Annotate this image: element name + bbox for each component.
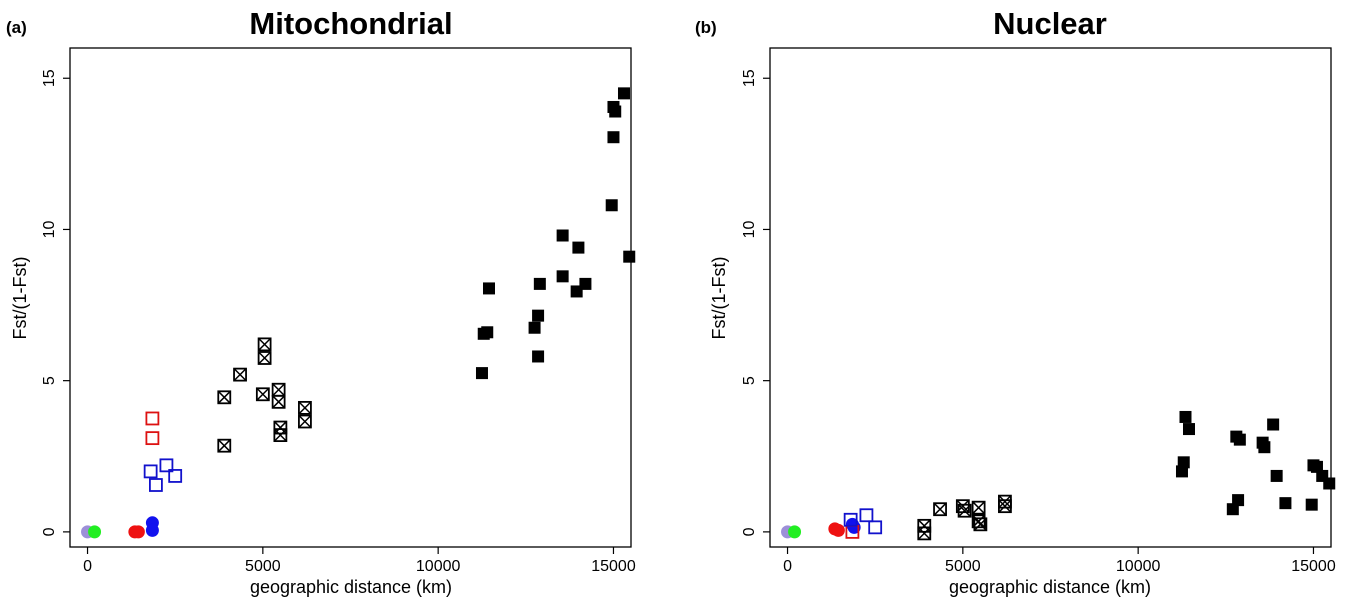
scatter-point — [1179, 410, 1192, 423]
chart-title: Mitochondrial — [249, 6, 452, 41]
scatter-point — [482, 282, 495, 295]
data-points — [81, 87, 636, 539]
scatter-point — [149, 478, 163, 492]
scatter-point — [528, 321, 541, 334]
y-axis-label: Fst/(1-Fst) — [10, 257, 30, 340]
x-tick-label: 5000 — [245, 558, 281, 575]
scatter-point — [1323, 477, 1336, 490]
x-tick-label: 15000 — [591, 558, 636, 575]
scatter-point — [131, 525, 145, 539]
scatter-point — [143, 464, 158, 479]
panel-label: (a) — [6, 18, 27, 37]
scatter-point — [617, 87, 630, 100]
panel-mitochondrial: (a) Mitochondrial geographic distance (k… — [6, 6, 636, 597]
scatter-point — [1267, 418, 1280, 431]
x-tick-label: 5000 — [945, 558, 981, 575]
scatter-point — [298, 400, 312, 415]
scatter-point — [159, 458, 174, 473]
scatter-point — [255, 387, 270, 402]
axis-ticks: 0 5000 10000 15000 0 5 10 15 — [41, 69, 636, 575]
y-tick-label: 0 — [741, 527, 758, 536]
scatter-point — [1226, 503, 1239, 516]
scatter-point — [843, 512, 858, 527]
scatter-point — [917, 526, 932, 541]
panel-label: (b) — [695, 18, 717, 37]
scatter-point — [973, 517, 988, 532]
scatter-point — [831, 523, 845, 537]
x-tick-label: 10000 — [1116, 558, 1161, 575]
scatter-point — [579, 277, 592, 290]
axis-ticks: 0 5000 10000 15000 0 5 10 15 — [741, 69, 1336, 575]
scatter-point — [623, 250, 636, 263]
scatter-point — [145, 523, 159, 537]
scatter-point — [217, 390, 232, 405]
scatter-point — [233, 367, 247, 382]
y-tick-label: 10 — [741, 220, 758, 238]
scatter-point — [168, 469, 183, 483]
scatter-point — [572, 241, 585, 254]
scatter-point — [532, 309, 545, 322]
x-axis-label: geographic distance (km) — [949, 577, 1151, 597]
scatter-point — [998, 499, 1012, 514]
x-tick-label: 0 — [783, 558, 792, 575]
x-tick-label: 10000 — [416, 558, 461, 575]
scatter-point — [145, 431, 160, 446]
y-tick-label: 10 — [41, 220, 58, 238]
plot-frame — [69, 47, 632, 548]
scatter-point — [475, 367, 488, 380]
scatter-point — [868, 520, 883, 535]
scatter-point — [273, 428, 288, 443]
scatter-point — [1305, 498, 1318, 511]
data-points — [781, 410, 1336, 541]
scatter-point — [859, 508, 874, 523]
y-tick-label: 5 — [41, 376, 58, 385]
scatter-point — [971, 500, 986, 515]
y-tick-label: 15 — [41, 69, 58, 87]
scatter-point — [481, 326, 494, 339]
scatter-point — [1175, 465, 1188, 478]
scatter-point — [957, 503, 972, 518]
scatter-point — [1310, 460, 1323, 473]
y-tick-label: 15 — [741, 69, 758, 87]
scatter-point — [145, 411, 160, 426]
plot-frame — [769, 47, 1332, 548]
scatter-point — [609, 105, 622, 118]
y-tick-label: 0 — [41, 527, 58, 536]
scatter-point — [556, 229, 569, 242]
scatter-point — [607, 131, 620, 144]
scatter-point — [298, 414, 312, 429]
scatter-point — [605, 199, 618, 212]
scatter-point — [788, 525, 802, 539]
scatter-point — [556, 270, 569, 283]
chart-title: Nuclear — [993, 6, 1107, 41]
panel-nuclear: (b) Nuclear geographic distance (km) Fst… — [695, 6, 1336, 597]
scatter-point — [533, 277, 546, 290]
scatter-point — [257, 351, 272, 365]
scatter-point — [933, 502, 947, 517]
scatter-point — [1233, 433, 1246, 446]
scatter-point — [1279, 497, 1292, 510]
scatter-point — [532, 350, 545, 363]
scatter-point — [88, 525, 102, 539]
scatter-point — [257, 337, 272, 352]
x-tick-label: 15000 — [1291, 558, 1336, 575]
scatter-point — [1270, 469, 1283, 482]
scatter-point — [1177, 456, 1190, 469]
scatter-point — [1258, 441, 1271, 454]
scatter-point — [271, 394, 286, 409]
y-axis-label: Fst/(1-Fst) — [709, 257, 729, 340]
scatter-point — [217, 438, 232, 453]
scatter-point — [1182, 423, 1195, 436]
x-axis-label: geographic distance (km) — [250, 577, 452, 597]
x-tick-label: 0 — [83, 558, 92, 575]
y-tick-label: 5 — [741, 376, 758, 385]
scatter-point — [271, 382, 286, 397]
scatter-point — [1232, 494, 1245, 507]
